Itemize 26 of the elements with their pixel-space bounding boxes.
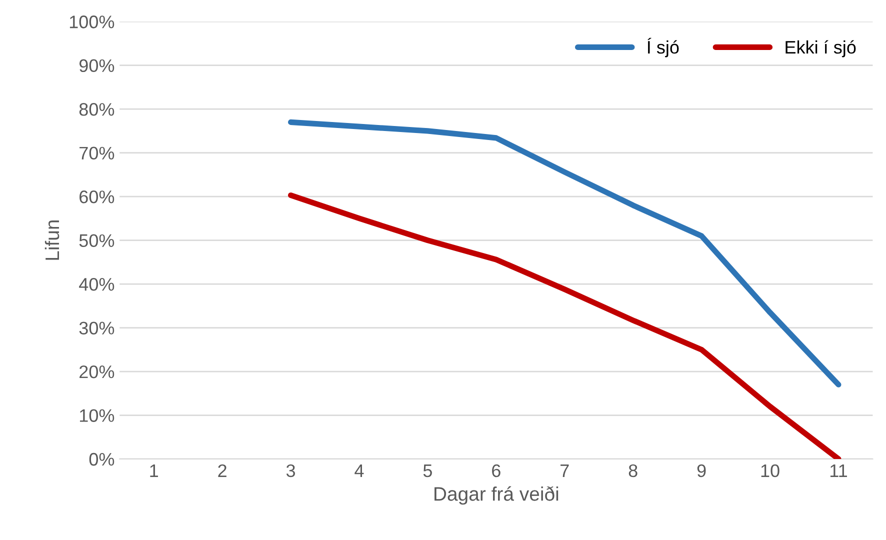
y-tick-label: 80% [79, 103, 114, 116]
legend-label: Í sjó [648, 38, 679, 58]
x-tick-label: 5 [423, 464, 432, 478]
x-tick-label: 9 [697, 464, 706, 478]
y-tick-label: 30% [79, 322, 114, 334]
y-tick-label: 60% [80, 190, 114, 204]
y-tick-label: 0% [89, 452, 114, 466]
y-tick-label: 40% [79, 278, 114, 291]
x-axis-title: Dagar frá veiði [434, 486, 558, 505]
x-tick-label: 11 [830, 464, 847, 477]
x-tick-label: 3 [286, 464, 295, 478]
y-tick-label: 50% [79, 234, 114, 248]
y-tick-label: 20% [80, 365, 114, 378]
x-tick-label: 4 [354, 464, 364, 477]
x-tick-label: 2 [218, 464, 226, 477]
y-tick-label: 90% [79, 59, 114, 72]
x-tick-label: 1 [150, 464, 158, 477]
y-axis-title: Lifun [44, 220, 60, 260]
x-tick-label: 7 [560, 464, 569, 477]
x-tick-label: 6 [492, 464, 500, 478]
legend-label: Ekki í sjó [786, 40, 856, 58]
x-tick-label: 8 [628, 464, 638, 478]
y-tick-label: 70% [80, 146, 114, 160]
y-tick-label: 100% [70, 16, 114, 28]
x-tick-label: 10 [761, 464, 780, 478]
y-tick-label: 10% [80, 409, 114, 422]
